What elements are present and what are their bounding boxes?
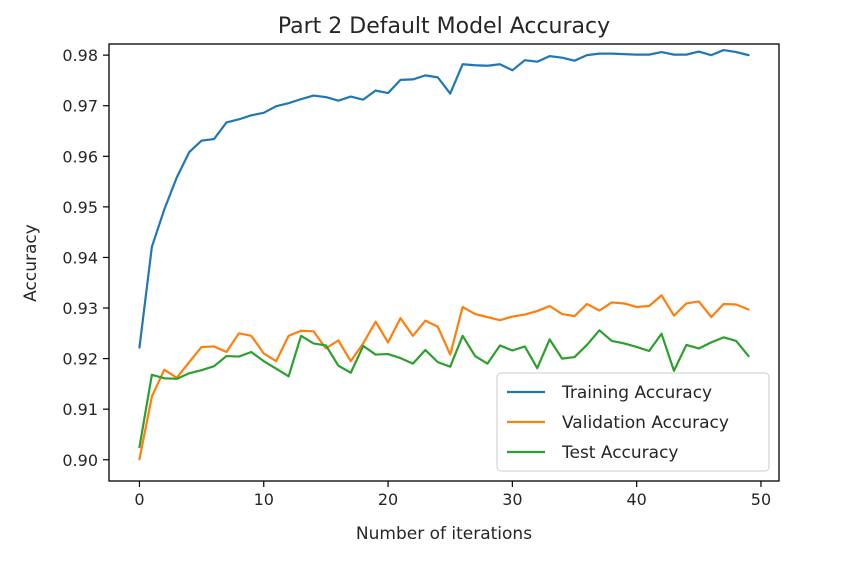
y-axis: 0.90 0.91 0.92 0.93 0.94 0.95 0.96 0.97 0.98: [62, 46, 109, 470]
y-tick-label-0.96: 0.96: [62, 147, 98, 166]
legend: Training Accuracy Validation Accuracy Te…: [496, 372, 770, 472]
series-layer: [138, 48, 750, 461]
legend-label-training: Training Accuracy: [561, 383, 712, 403]
y-tick-label-0.91: 0.91: [62, 400, 98, 419]
x-axis-label: Number of iterations: [356, 524, 532, 544]
legend-label-test: Test Accuracy: [561, 443, 679, 463]
x-tick-label-40: 40: [626, 490, 646, 509]
y-tick-label-0.93: 0.93: [62, 299, 98, 318]
y-tick-label-0.98: 0.98: [62, 46, 98, 65]
y-tick-label-0.90: 0.90: [62, 451, 98, 470]
y-tick-label-0.92: 0.92: [62, 350, 98, 369]
legend-label-validation: Validation Accuracy: [562, 413, 729, 433]
series-line-validation-accuracy: [138, 294, 750, 461]
x-tick-label-50: 50: [751, 490, 771, 509]
x-tick-label-10: 10: [254, 490, 274, 509]
x-tick-label-30: 30: [502, 490, 522, 509]
chart-title: Part 2 Default Model Accuracy: [278, 14, 610, 39]
series-line-test-accuracy: [138, 329, 750, 449]
x-tick-label-0: 0: [134, 490, 144, 509]
y-tick-label-0.94: 0.94: [62, 248, 98, 267]
legend-box: [496, 372, 770, 472]
y-tick-label-0.95: 0.95: [62, 198, 98, 217]
y-tick-label-0.97: 0.97: [62, 97, 98, 116]
series-line-training-accuracy: [138, 48, 750, 349]
x-tick-label-20: 20: [378, 490, 398, 509]
y-axis-label: Accuracy: [21, 224, 41, 302]
x-axis: 0 10 20 30 40 50: [134, 481, 771, 509]
plot-frame: [108, 43, 780, 482]
